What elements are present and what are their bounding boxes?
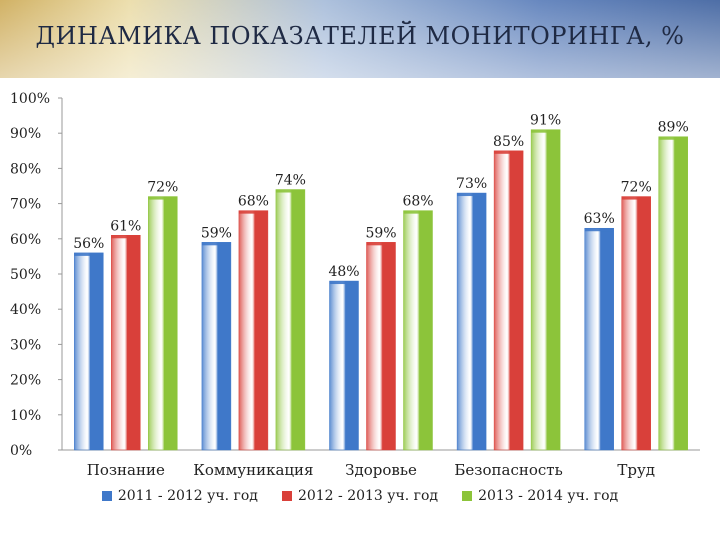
bar-cap [584, 228, 614, 232]
legend-swatch [101, 491, 112, 501]
bar [329, 280, 359, 451]
y-tick-label: 40% [10, 302, 41, 318]
legend-label: 2013 - 2014 уч. год [478, 488, 619, 504]
legend-label: 2011 - 2012 уч. год [117, 488, 258, 504]
bar-data-label: 85% [493, 134, 524, 150]
bar-cap [148, 196, 178, 200]
header-overlay [0, 0, 720, 78]
chart-legend: 2011 - 2012 уч. год 2012 - 2013 уч. год 20… [0, 488, 720, 504]
y-tick-label: 60% [10, 232, 41, 248]
bar-data-label: 72% [621, 180, 652, 196]
y-tick-label: 0% [10, 443, 32, 459]
x-category-label: Познание [87, 461, 165, 479]
bar-cap [329, 281, 359, 285]
bar-data-label: 56% [73, 236, 104, 252]
bar-data-label: 89% [658, 120, 689, 136]
x-category-label: Коммуникация [193, 461, 313, 479]
x-category-label: Безопасность [454, 461, 562, 479]
bar-data-label: 61% [110, 218, 141, 234]
legend-label: 2012 - 2013 уч. год [297, 488, 439, 504]
bar-data-label: 73% [456, 176, 487, 192]
bar-data-label: 72% [147, 180, 178, 196]
bar-cap [621, 196, 651, 200]
slide-title: ДИНАМИКА ПОКАЗАТЕЛЕЙ МОНИТОРИНГА, % [35, 22, 685, 50]
bar-cap [275, 189, 305, 193]
bar [530, 129, 561, 451]
y-tick-label: 30% [10, 337, 41, 353]
bar-data-label: 48% [328, 264, 359, 280]
bar-cap [111, 235, 141, 239]
x-category-label: Здоровье [345, 461, 417, 479]
bar [584, 227, 614, 451]
bar-data-label: 59% [201, 225, 232, 241]
bar-cap [74, 252, 104, 256]
x-category-label: Труд [617, 461, 655, 479]
bar-data-label: 91% [530, 113, 561, 129]
y-tick-label: 100% [10, 91, 50, 107]
bar-cap [201, 242, 231, 246]
bar [238, 210, 269, 451]
y-tick-label: 10% [10, 408, 41, 424]
bar-cap [457, 193, 487, 197]
bar [275, 189, 306, 451]
bar-cap [238, 210, 268, 214]
y-tick-label: 90% [10, 126, 41, 142]
bar [403, 210, 433, 451]
bar-cap [366, 242, 396, 246]
bar [148, 196, 178, 451]
bar-cap [494, 150, 524, 154]
legend-item: 2013 - 2014 уч. год [462, 488, 618, 504]
y-tick-label: 50% [10, 267, 41, 283]
bar-data-label: 59% [365, 225, 396, 241]
bar-chart: 0% 10% 20% 30% 40% 50% 60% 70% 80% 90% 100% 56% 61% 7… [10, 91, 700, 479]
legend-swatch [462, 491, 473, 501]
bar-data-label: 68% [402, 194, 433, 210]
bar-data-label: 68% [238, 194, 269, 210]
bar [366, 242, 396, 451]
bar [456, 192, 487, 451]
bar [493, 150, 524, 451]
legend-swatch [281, 491, 292, 501]
bar [74, 252, 104, 451]
bar-cap [403, 210, 433, 214]
bar-cap [658, 136, 688, 140]
legend-item: 2011 - 2012 уч. год [101, 488, 258, 504]
y-tick-label: 20% [10, 373, 41, 389]
bar [658, 136, 688, 451]
bar [201, 242, 232, 451]
y-tick-label: 70% [10, 197, 41, 213]
bar [621, 196, 651, 451]
bar-cap [531, 129, 561, 133]
bar-data-label: 74% [275, 173, 306, 189]
bar [111, 235, 141, 451]
legend-item: 2012 - 2013 уч. год [281, 488, 439, 504]
bar-data-label: 63% [584, 211, 615, 227]
y-tick-label: 80% [10, 161, 41, 177]
